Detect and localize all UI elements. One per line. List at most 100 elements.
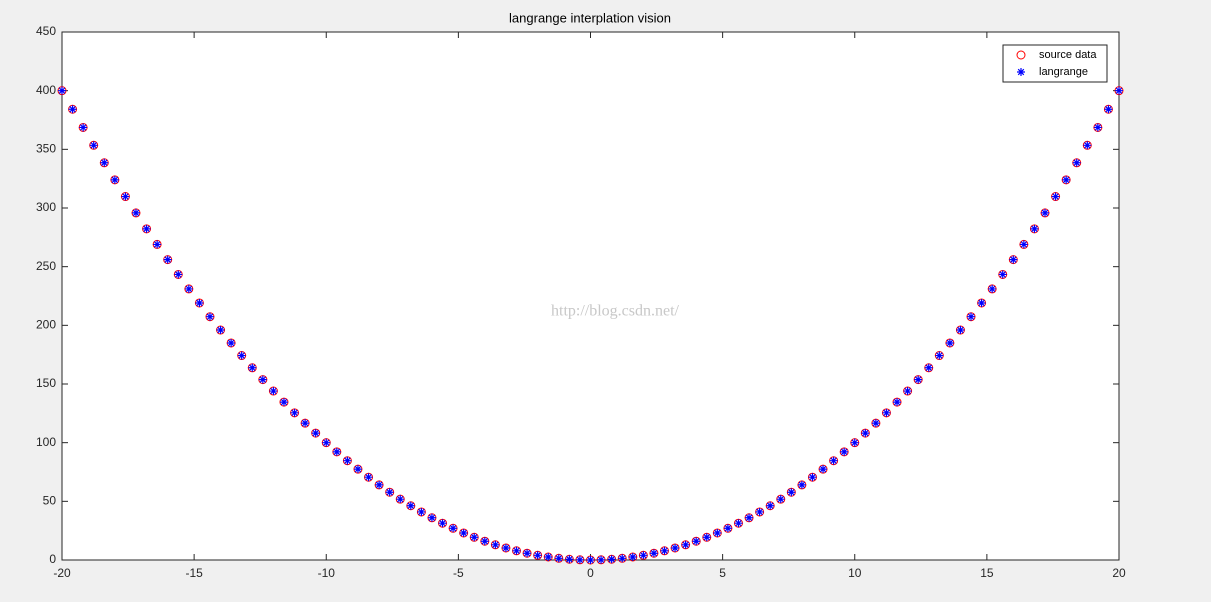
- legend-marker: [1016, 50, 1026, 60]
- point: [819, 465, 828, 474]
- point: [79, 123, 88, 132]
- point: [427, 513, 436, 522]
- point: [935, 351, 944, 360]
- point: [945, 338, 954, 347]
- point: [977, 298, 986, 307]
- legend-label: langrange: [1039, 66, 1088, 78]
- point: [903, 387, 912, 396]
- plot-area: [62, 32, 1119, 560]
- point: [121, 192, 130, 201]
- point: [967, 312, 976, 321]
- point: [829, 456, 838, 465]
- point: [417, 507, 426, 516]
- point: [396, 495, 405, 504]
- point: [575, 555, 584, 564]
- x-tick-label: 5: [719, 566, 726, 580]
- x-tick-label: -20: [53, 566, 71, 580]
- point: [205, 312, 214, 321]
- point: [533, 551, 542, 560]
- point: [713, 528, 722, 537]
- y-tick-label: 150: [36, 376, 56, 390]
- y-tick-label: 400: [36, 83, 56, 97]
- point: [681, 540, 690, 549]
- point: [216, 326, 225, 335]
- point: [702, 533, 711, 542]
- y-tick-label: 50: [43, 494, 57, 508]
- point: [406, 501, 415, 510]
- point: [924, 363, 933, 372]
- x-tick-label: 15: [980, 566, 994, 580]
- point: [1009, 255, 1018, 264]
- point: [871, 419, 880, 428]
- y-tick-label: 200: [36, 318, 56, 332]
- x-tick-label: -15: [185, 566, 203, 580]
- point: [618, 554, 627, 563]
- point: [586, 556, 595, 564]
- watermark: http://blog.csdn.net/: [551, 303, 680, 320]
- point: [523, 549, 532, 558]
- point: [290, 408, 299, 417]
- point: [322, 438, 331, 447]
- x-tick-label: 10: [848, 566, 862, 580]
- point: [58, 86, 66, 95]
- point: [956, 326, 965, 335]
- point: [607, 555, 616, 564]
- point: [1083, 141, 1092, 150]
- point: [776, 495, 785, 504]
- point: [544, 552, 553, 561]
- point: [501, 543, 510, 552]
- point: [248, 363, 257, 372]
- point: [597, 555, 606, 564]
- point: [269, 387, 278, 396]
- point: [131, 208, 140, 217]
- point: [459, 528, 468, 537]
- point: [353, 465, 362, 474]
- point: [491, 540, 500, 549]
- point: [850, 438, 859, 447]
- y-tick-label: 350: [36, 142, 56, 156]
- point: [861, 429, 870, 438]
- point: [914, 375, 923, 384]
- point: [692, 537, 701, 546]
- point: [163, 255, 172, 264]
- point: [227, 338, 236, 347]
- point: [174, 270, 183, 279]
- point: [301, 419, 310, 428]
- point: [438, 519, 447, 528]
- point: [385, 488, 394, 497]
- x-tick-label: 0: [587, 566, 594, 580]
- point: [512, 546, 521, 555]
- point: [797, 480, 806, 489]
- point: [237, 351, 246, 360]
- y-tick-label: 0: [49, 552, 56, 566]
- y-tick-label: 100: [36, 435, 56, 449]
- point: [480, 537, 489, 546]
- y-tick-label: 250: [36, 259, 56, 273]
- point: [840, 447, 849, 456]
- point: [660, 546, 669, 555]
- point: [766, 501, 775, 510]
- point: [882, 408, 891, 417]
- point: [734, 519, 743, 528]
- point: [628, 552, 637, 561]
- legend-label: source data: [1039, 49, 1097, 61]
- point: [893, 398, 902, 407]
- y-tick-label: 450: [36, 24, 56, 38]
- point: [1062, 175, 1071, 184]
- point: [1093, 123, 1102, 132]
- point: [343, 456, 352, 465]
- point: [1072, 158, 1081, 167]
- point: [195, 298, 204, 307]
- point: [988, 284, 997, 293]
- chart-title: langrange interplation vision: [509, 10, 671, 25]
- point: [184, 284, 193, 293]
- point: [375, 480, 384, 489]
- legend-marker: [1017, 68, 1025, 76]
- x-tick-label: -5: [453, 566, 464, 580]
- y-tick-label: 300: [36, 200, 56, 214]
- point: [755, 507, 764, 516]
- point: [1041, 208, 1050, 217]
- point: [1030, 224, 1039, 233]
- x-tick-label: -10: [318, 566, 336, 580]
